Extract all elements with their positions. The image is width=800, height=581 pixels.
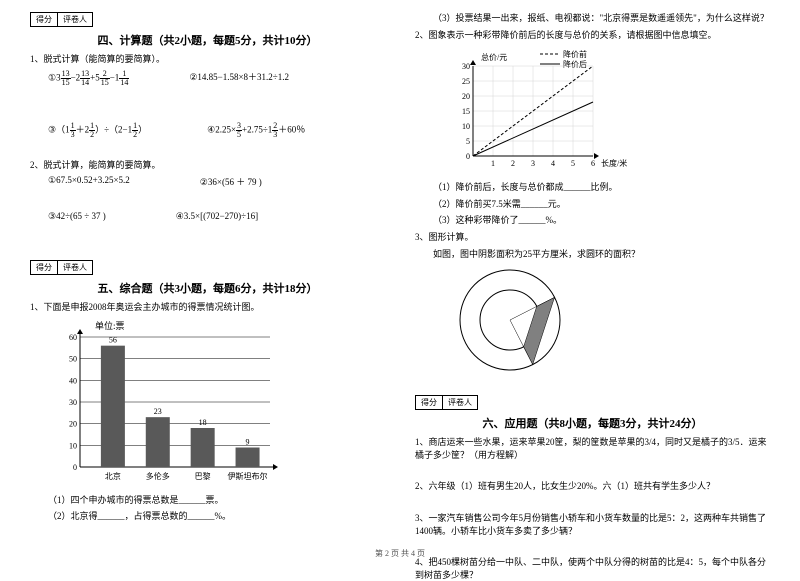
score-box: 得分 评卷人: [30, 12, 93, 27]
expr-row1: ①31315−21314+5215−1114 ②14.85−1.58×8＋31.…: [48, 70, 385, 87]
svg-text:降价前: 降价前: [563, 49, 587, 59]
expr-row4: ③42÷(65 ÷ 37 ) ④3.5×[(702−270)÷16]: [48, 211, 385, 222]
svg-text:0: 0: [73, 463, 77, 472]
grader-label: 评卷人: [58, 13, 92, 26]
svg-text:25: 25: [462, 77, 470, 86]
svg-text:总价/元: 总价/元: [481, 52, 507, 62]
expr3: ③（113＋212）÷（2−112）: [48, 122, 147, 139]
score-box-6: 得分 评卷人: [415, 395, 478, 410]
section6-title: 六、应用题（共8小题，每题3分，共计24分）: [415, 415, 770, 431]
grader-label: 评卷人: [58, 261, 92, 274]
svg-text:18: 18: [199, 418, 207, 427]
q6-3: 3、一家汽车销售公司今年5月份销售小轿车和小货车数量的比是5：2，这两种车共销售…: [415, 512, 770, 537]
expr2: ②14.85−1.58×8＋31.2÷1.2: [189, 70, 289, 87]
svg-text:23: 23: [154, 407, 162, 416]
q5-1-1: （1）四个申办城市的得票总数是______票。: [48, 494, 385, 507]
expr6: ②36×(56 ＋ 79 ): [200, 175, 262, 188]
svg-text:单位:票: 单位:票: [95, 320, 125, 331]
score-label: 得分: [31, 261, 58, 274]
svg-text:降价后: 降价后: [563, 59, 587, 69]
expr5: ①67.5×0.52+3.25×5.2: [48, 175, 130, 188]
q4-1: 1、脱式计算（能简算的要简算）。: [30, 53, 385, 66]
q5-3: 3、图形计算。: [415, 231, 770, 244]
section5-title: 五、综合题（共3小题，每题6分，共计18分）: [30, 280, 385, 296]
expr-row3: ①67.5×0.52+3.25×5.2 ②36×(56 ＋ 79 ): [48, 175, 385, 188]
svg-text:2: 2: [511, 159, 515, 168]
svg-text:50: 50: [69, 354, 77, 363]
svg-text:10: 10: [69, 441, 77, 450]
expr-row2: ③（113＋212）÷（2−112） ④2.25×35+2.75÷123＋60％: [48, 122, 385, 139]
q5-3t: 如图，图中阴影面积为25平方厘米，求圆环的面积？: [433, 248, 770, 261]
score-label: 得分: [416, 396, 443, 409]
svg-text:6: 6: [591, 159, 595, 168]
q5-2-1: （1）降价前后，长度与总价都成______比例。: [433, 181, 770, 194]
expr4: ④2.25×35+2.75÷123＋60％: [207, 122, 305, 139]
expr8: ④3.5×[(702−270)÷16]: [176, 211, 258, 222]
svg-text:5: 5: [466, 137, 470, 146]
q5-1: 1、下面是申报2008年奥运会主办城市的得票情况统计图。: [30, 301, 385, 314]
ring-figure: [445, 265, 770, 375]
q5-1-2: （2）北京得______，占得票总数的______%。: [48, 510, 385, 523]
score-box-5: 得分 评卷人: [30, 260, 93, 275]
q6-2: 2、六年级（1）班有男生20人，比女生少20%。六（1）班共有学生多少人？: [415, 480, 770, 493]
q5-2-3: （3）这种彩带降价了______%。: [433, 214, 770, 227]
section4-title: 四、计算题（共2小题，每题5分，共计10分）: [30, 32, 385, 48]
grader-label: 评卷人: [443, 396, 477, 409]
svg-text:10: 10: [462, 122, 470, 131]
expr1: ①31315−21314+5215−1114: [48, 70, 129, 87]
svg-text:30: 30: [462, 62, 470, 71]
q4-2: 2、脱式计算，能简算的要简算。: [30, 159, 385, 172]
svg-text:1: 1: [491, 159, 495, 168]
svg-text:9: 9: [246, 437, 250, 446]
q6-4: 4、把450棵树苗分给一中队、二中队，使两个中队分得的树苗的比是4：5，每个中队…: [415, 556, 770, 581]
q6-1: 1、商店运来一些水果，运来苹果20筐，梨的筐数是苹果的3/4，同时又是橘子的3/…: [415, 436, 770, 461]
svg-text:0: 0: [466, 152, 470, 161]
svg-text:3: 3: [531, 159, 535, 168]
svg-text:56: 56: [109, 335, 117, 344]
svg-text:4: 4: [551, 159, 555, 168]
svg-text:北京: 北京: [105, 471, 121, 481]
line-chart: 降价前降价后 1 2 3 4 5 6 0 5 10 15 20 25 30 总价/元长度/米: [445, 46, 770, 176]
svg-text:多伦多: 多伦多: [146, 471, 170, 481]
svg-text:60: 60: [69, 333, 77, 342]
svg-text:20: 20: [69, 419, 77, 428]
svg-text:30: 30: [69, 398, 77, 407]
svg-text:15: 15: [462, 107, 470, 116]
q5-1-3: （3）投票结果一出来，报纸、电视都说："北京得票是数遥遥领先"，为什么这样说？: [433, 12, 770, 25]
svg-text:伊斯坦布尔: 伊斯坦布尔: [228, 471, 268, 481]
svg-text:长度/米: 长度/米: [601, 158, 627, 168]
svg-text:20: 20: [462, 92, 470, 101]
bar-chart: 单位:票 0 10 20 30 40 50 60 56 北京 23 多伦多 18 巴黎 9 伊斯坦布尔: [50, 319, 385, 489]
svg-text:5: 5: [571, 159, 575, 168]
q5-2-2: （2）降价前买7.5米需______元。: [433, 198, 770, 211]
page-footer: 第 2 页 共 4 页: [0, 548, 800, 559]
expr7: ③42÷(65 ÷ 37 ): [48, 211, 106, 222]
svg-text:巴黎: 巴黎: [195, 471, 211, 481]
q5-2: 2、图象表示一种彩带降价前后的长度与总价的关系，请根据图中信息填空。: [415, 29, 770, 42]
score-label: 得分: [31, 13, 58, 26]
svg-text:40: 40: [69, 376, 77, 385]
